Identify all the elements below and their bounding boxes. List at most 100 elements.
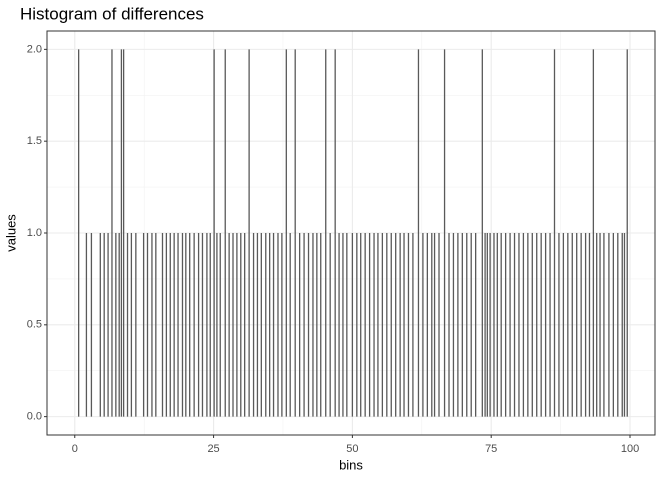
bar bbox=[356, 233, 358, 417]
bar bbox=[558, 233, 560, 417]
y-axis-title: values bbox=[3, 214, 18, 252]
bar bbox=[115, 233, 117, 417]
x-tick-label: 0 bbox=[72, 443, 78, 455]
bar bbox=[433, 233, 436, 417]
bar bbox=[269, 233, 271, 417]
bar bbox=[522, 233, 525, 417]
bar bbox=[457, 233, 459, 417]
bar bbox=[161, 233, 164, 417]
bar bbox=[500, 233, 502, 417]
bar bbox=[484, 233, 486, 417]
bar bbox=[346, 233, 348, 417]
bar bbox=[272, 233, 275, 417]
bar bbox=[426, 233, 428, 417]
bar bbox=[181, 233, 184, 417]
bar bbox=[584, 233, 587, 417]
bar bbox=[571, 233, 573, 417]
bar bbox=[118, 233, 120, 417]
bar bbox=[608, 233, 610, 417]
bar bbox=[265, 233, 267, 417]
bar bbox=[466, 233, 468, 417]
bar bbox=[377, 233, 379, 417]
bar bbox=[373, 233, 375, 417]
bar bbox=[193, 233, 195, 417]
y-tick-label: 2.0 bbox=[27, 43, 42, 55]
bar bbox=[90, 233, 93, 417]
bar bbox=[351, 233, 354, 417]
bar bbox=[294, 49, 296, 417]
bar bbox=[576, 233, 578, 417]
bar bbox=[603, 233, 605, 417]
bar bbox=[169, 233, 171, 417]
x-tick-label: 50 bbox=[346, 443, 358, 455]
bar bbox=[536, 233, 538, 417]
bar bbox=[612, 233, 615, 417]
bar bbox=[553, 49, 556, 417]
bar bbox=[599, 233, 601, 417]
bar bbox=[540, 233, 542, 417]
bar bbox=[228, 233, 230, 417]
bar bbox=[85, 233, 88, 417]
bar bbox=[386, 233, 388, 417]
y-tick-label: 1.0 bbox=[27, 227, 42, 239]
bar bbox=[617, 233, 619, 417]
bar bbox=[329, 233, 331, 417]
bar bbox=[496, 233, 498, 417]
bar bbox=[248, 49, 250, 417]
bar bbox=[77, 49, 80, 417]
bar bbox=[481, 49, 483, 417]
bar bbox=[518, 233, 520, 417]
bar bbox=[509, 233, 511, 417]
bar bbox=[155, 233, 157, 417]
bar bbox=[486, 233, 488, 417]
bar bbox=[623, 233, 626, 417]
bar bbox=[412, 233, 414, 417]
bar bbox=[281, 233, 283, 417]
bar bbox=[165, 233, 168, 417]
bar bbox=[135, 233, 137, 417]
bar bbox=[236, 233, 238, 417]
bar bbox=[489, 233, 491, 417]
bar bbox=[303, 233, 305, 417]
bar bbox=[285, 49, 287, 417]
bar bbox=[381, 233, 384, 417]
x-axis-title: bins bbox=[339, 457, 363, 472]
bar bbox=[307, 233, 310, 417]
bar bbox=[588, 233, 591, 417]
bar bbox=[360, 233, 362, 417]
bar bbox=[580, 233, 582, 417]
x-tick-label: 100 bbox=[621, 443, 639, 455]
bar bbox=[146, 233, 149, 417]
bar bbox=[562, 233, 565, 417]
bar bbox=[325, 49, 327, 417]
bar bbox=[596, 233, 598, 417]
bar bbox=[364, 233, 366, 417]
bar bbox=[252, 233, 255, 417]
bar bbox=[549, 233, 551, 417]
panel-border bbox=[46, 30, 656, 436]
bar bbox=[298, 233, 301, 417]
bar bbox=[626, 49, 628, 417]
bar bbox=[452, 233, 455, 417]
bar bbox=[130, 233, 133, 417]
bar bbox=[470, 233, 472, 417]
bar bbox=[260, 233, 262, 417]
bar bbox=[493, 233, 495, 417]
bar bbox=[185, 233, 187, 417]
bar bbox=[201, 233, 204, 417]
bar bbox=[334, 49, 336, 417]
x-tick-label: 75 bbox=[485, 443, 497, 455]
bar bbox=[461, 233, 463, 417]
bar bbox=[621, 233, 623, 417]
bar bbox=[151, 233, 153, 417]
bar bbox=[213, 49, 215, 417]
bar bbox=[403, 233, 405, 417]
bar bbox=[99, 233, 101, 417]
bar bbox=[475, 233, 477, 417]
bar bbox=[289, 233, 291, 417]
bar bbox=[206, 233, 208, 417]
bar bbox=[513, 233, 516, 417]
bar bbox=[422, 233, 424, 417]
bar bbox=[142, 233, 145, 417]
bar bbox=[126, 233, 129, 417]
